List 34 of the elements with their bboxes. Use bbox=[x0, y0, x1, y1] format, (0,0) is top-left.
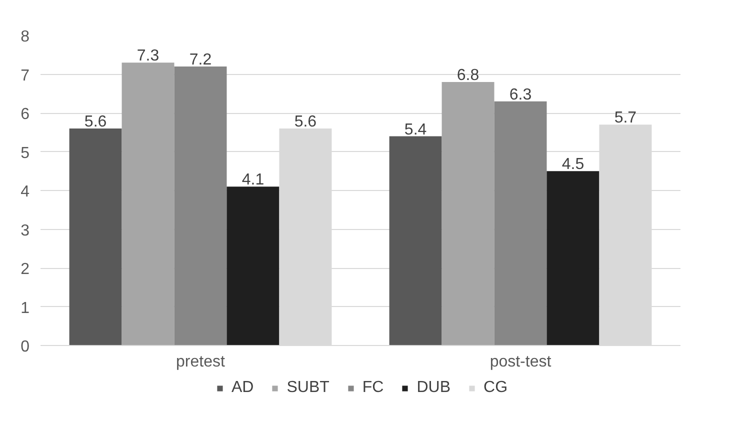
bar bbox=[226, 186, 280, 346]
bar bbox=[442, 82, 494, 346]
data-label: 6.3 bbox=[509, 86, 532, 104]
y-tick-label: 0 bbox=[20, 338, 30, 356]
y-tick-label: 4 bbox=[20, 184, 30, 200]
data-label: 4.1 bbox=[242, 172, 264, 189]
data-label: 5.4 bbox=[404, 121, 427, 138]
y-tick-label: 8 bbox=[20, 28, 30, 46]
bar bbox=[389, 136, 442, 346]
x-tick-label: post-test bbox=[490, 354, 552, 370]
bar bbox=[69, 128, 122, 346]
bar bbox=[546, 171, 600, 346]
data-label: 6.8 bbox=[456, 67, 480, 84]
y-tick-label: 1 bbox=[20, 300, 30, 317]
data-label: 5.7 bbox=[614, 110, 637, 127]
data-label: 5.6 bbox=[294, 114, 317, 130]
data-label: 4.5 bbox=[562, 156, 584, 174]
legend-label: CG bbox=[484, 379, 508, 397]
y-tick-label: 3 bbox=[20, 222, 30, 240]
data-label: 7.3 bbox=[136, 48, 160, 65]
bar bbox=[122, 62, 174, 346]
data-label: 5.6 bbox=[84, 114, 107, 130]
bar bbox=[174, 66, 227, 346]
legend-label: AD bbox=[231, 379, 254, 397]
y-tick-label: 6 bbox=[20, 106, 30, 123]
bar bbox=[494, 101, 547, 346]
y-tick-label: 7 bbox=[20, 67, 30, 84]
x-tick-label: pretest bbox=[176, 354, 226, 370]
y-tick-label: 5 bbox=[20, 144, 30, 162]
data-label: 7.2 bbox=[189, 52, 212, 68]
legend-label: DUB bbox=[416, 379, 451, 397]
legend-label: SUBT bbox=[286, 379, 330, 397]
legend-label: FC bbox=[362, 379, 384, 397]
y-tick-label: 2 bbox=[20, 261, 30, 278]
